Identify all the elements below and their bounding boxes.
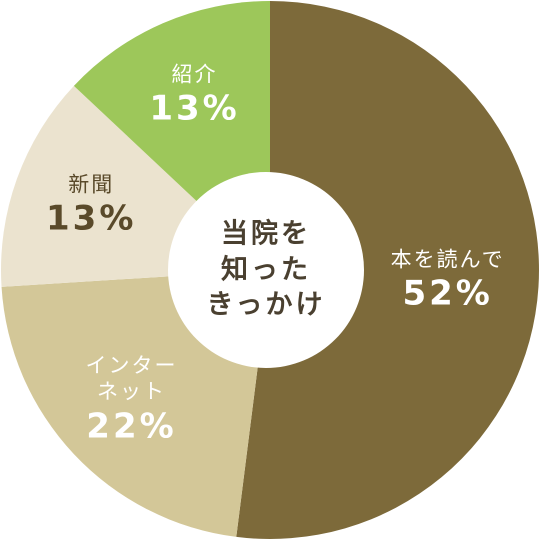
value-label: 22%: [86, 406, 177, 447]
title-line: きっかけ: [206, 289, 326, 321]
title-line: 知った: [220, 254, 311, 286]
title-line: 当院を: [220, 218, 311, 250]
chart-title: 当院を知った きっかけ: [207, 217, 326, 324]
slice-label: 新聞 13%: [43, 171, 139, 240]
slice-label: 本を読んで 52%: [373, 247, 523, 316]
category-label: 本を読んで: [390, 247, 505, 272]
value-label: 13%: [149, 88, 240, 129]
category-label: 紹介: [171, 62, 218, 87]
category-label: インターネット: [85, 353, 178, 404]
value-label: 13%: [46, 198, 137, 239]
value-label: 52%: [402, 274, 493, 315]
slice: [236, 1, 539, 539]
donut-hole: [168, 172, 364, 368]
category-label: 新聞: [68, 172, 115, 197]
slice-label: 紹介 13%: [147, 61, 243, 130]
slice-label: インターネット 22%: [83, 353, 179, 448]
